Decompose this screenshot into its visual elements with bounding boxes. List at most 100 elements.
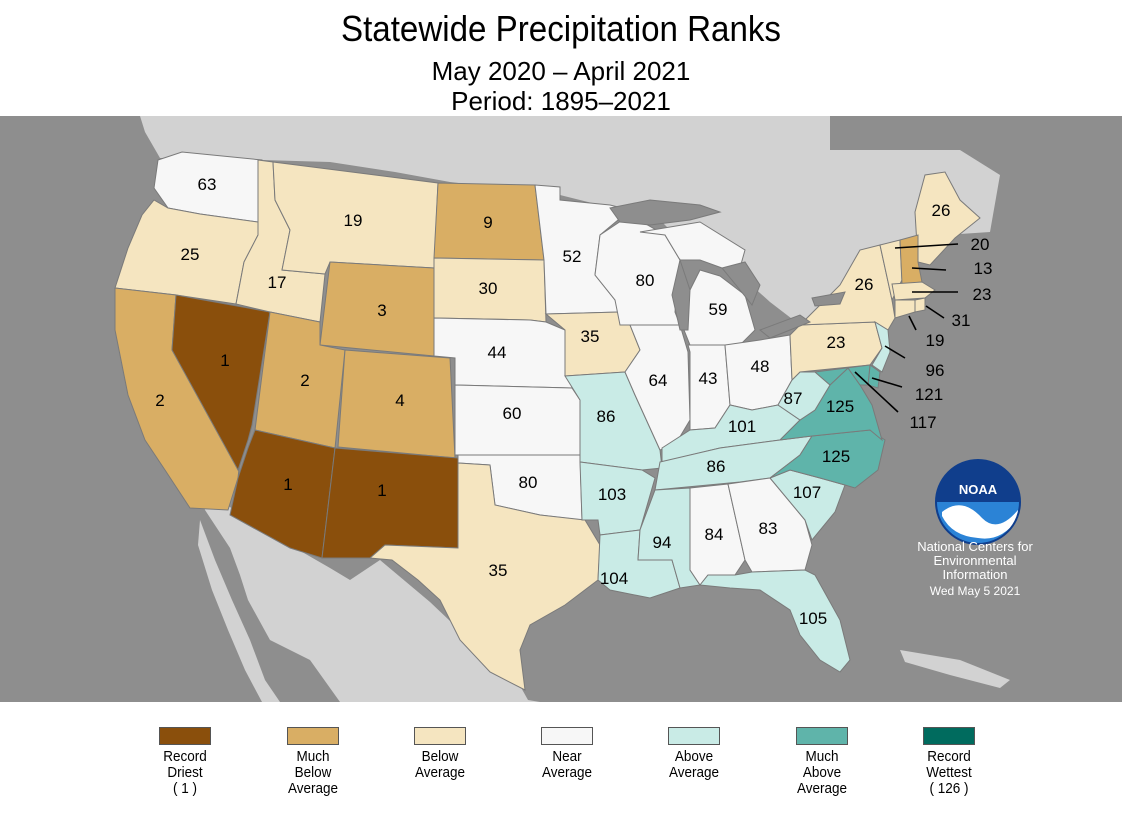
legend-item-near: Near Average	[512, 727, 622, 781]
rank-label-or: 25	[181, 245, 200, 264]
rank-label-vt: 20	[971, 235, 990, 254]
legend-item-record-wettest: Record Wettest( 126 )	[894, 727, 1004, 797]
rank-label-mn: 52	[563, 247, 582, 266]
rank-label-nc: 125	[822, 447, 850, 466]
rank-label-ut: 2	[300, 371, 309, 390]
state-fl	[699, 569, 851, 673]
state-nm	[321, 447, 459, 559]
cuba-landmass	[900, 650, 1010, 688]
legend-item-much-above: Much Above Average	[767, 727, 877, 797]
rank-label-al: 84	[705, 525, 724, 544]
rank-label-sc: 107	[793, 483, 821, 502]
rank-label-az: 1	[283, 475, 292, 494]
legend-swatch	[287, 727, 339, 745]
rank-label-nm: 1	[377, 481, 386, 500]
legend-item-below: Below Average	[385, 727, 495, 781]
legend-item-above: Above Average	[639, 727, 749, 781]
state-md	[813, 364, 871, 386]
leader-line-nh	[911, 267, 947, 271]
state-nc	[769, 429, 886, 489]
leader-line-ct	[908, 315, 917, 331]
rank-label-md: 117	[909, 413, 936, 432]
rank-label-il: 64	[649, 371, 668, 390]
rank-label-ct: 19	[926, 331, 945, 350]
state-il	[620, 324, 691, 451]
mexico-landmass	[195, 485, 540, 702]
rank-label-ar: 103	[598, 485, 626, 504]
legend-label: Record Driest( 1 )	[163, 748, 207, 797]
rank-label-ri: 31	[952, 311, 971, 330]
noaa-logo-text: NOAA	[959, 482, 998, 497]
rank-label-nd: 9	[483, 213, 492, 232]
map-subtitle: May 2020 – April 2021	[431, 56, 691, 86]
rank-label-mo: 86	[597, 407, 616, 426]
map-title: Statewide Precipitation Ranks	[341, 8, 781, 49]
legend-item-record-driest: Record Driest( 1 )	[130, 727, 240, 797]
rank-label-oh: 48	[751, 357, 770, 376]
ncei-label: National Centers for Environmental Infor…	[900, 539, 1050, 599]
rank-label-tx: 35	[489, 561, 508, 580]
rank-label-tn: 86	[707, 457, 726, 476]
rank-label-ny: 26	[855, 275, 874, 294]
state-me	[914, 171, 981, 266]
rank-label-wi: 80	[636, 271, 655, 290]
rank-label-ma: 23	[973, 285, 992, 304]
leader-line-ri	[925, 305, 945, 319]
legend-label: Much Below Average	[287, 748, 339, 797]
canada-landmass	[140, 116, 1000, 325]
legend-swatch	[923, 727, 975, 745]
rank-label-id: 17	[268, 273, 287, 292]
rank-label-nh: 13	[974, 259, 993, 278]
rank-label-nv: 1	[220, 351, 229, 370]
leader-line-de	[871, 377, 903, 388]
legend-label: Much Above Average	[796, 748, 848, 797]
rank-label-de: 121	[915, 385, 943, 404]
leader-line-vt	[894, 243, 959, 249]
rank-label-me: 26	[932, 201, 951, 220]
legend-swatch	[796, 727, 848, 745]
state-tx	[368, 462, 601, 691]
baja-landmass	[198, 520, 280, 702]
legend-label: Record Wettest( 126 )	[926, 748, 972, 797]
rank-label-fl: 105	[799, 609, 827, 628]
rank-label-ok: 80	[519, 473, 538, 492]
great-lakes	[609, 199, 846, 339]
rank-label-ms: 94	[653, 533, 672, 552]
rank-label-sd: 30	[479, 279, 498, 298]
rank-label-wa: 63	[198, 175, 217, 194]
rank-label-la: 104	[600, 569, 628, 588]
state-ri	[914, 297, 926, 313]
legend-item-much-below: Much Below Average	[258, 727, 368, 797]
rank-label-ia: 35	[581, 327, 600, 346]
rank-label-mt: 19	[344, 211, 363, 230]
rank-label-in: 43	[699, 369, 718, 388]
leader-line-md	[854, 371, 899, 413]
ncei-line1: National Centers for	[917, 539, 1033, 554]
rank-label-va: 125	[826, 397, 854, 416]
state-ct	[894, 299, 916, 319]
rank-label-ks: 60	[503, 404, 522, 423]
ncei-line2: Environmental	[933, 553, 1017, 568]
ncei-line3: Information	[942, 567, 1008, 582]
leader-line-nj	[884, 345, 906, 359]
rank-label-ga: 83	[759, 519, 778, 538]
legend-label: Below Average	[414, 748, 466, 781]
state-ma	[891, 281, 936, 301]
legend-label: Above Average	[668, 748, 720, 781]
rank-label-nj: 96	[926, 361, 945, 380]
legend-label: Near Average	[541, 748, 593, 781]
rank-label-wy: 3	[377, 301, 386, 320]
rank-label-ky: 101	[728, 417, 756, 436]
map-period: Period: 1895–2021	[451, 86, 671, 116]
rank-label-co: 4	[395, 391, 404, 410]
rank-label-ne: 44	[488, 343, 507, 362]
state-nj	[871, 320, 891, 373]
rank-label-wv: 87	[784, 389, 803, 408]
rank-label-pa: 23	[827, 333, 846, 352]
noaa-logo: NOAA	[935, 459, 1021, 545]
rank-label-mi: 59	[709, 300, 728, 319]
legend-swatch	[414, 727, 466, 745]
rank-label-ca: 2	[155, 391, 164, 410]
